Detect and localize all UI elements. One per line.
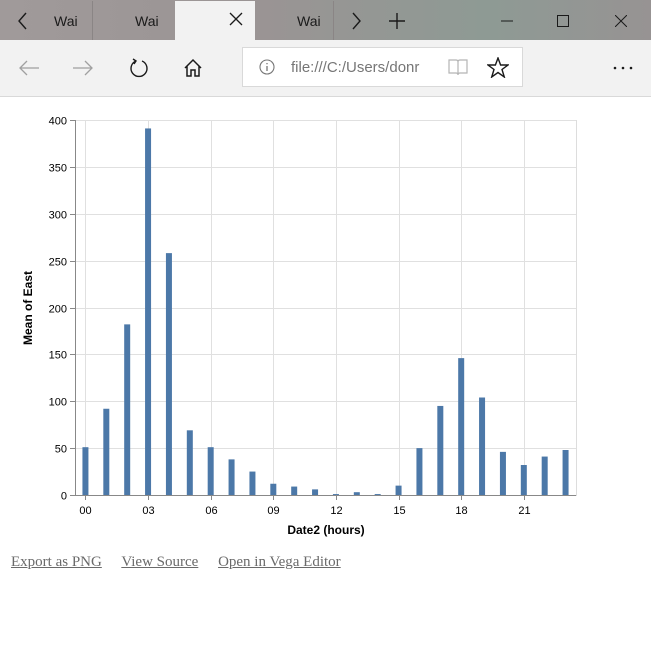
bars (82, 128, 569, 495)
address-bar[interactable]: file:///C:/Users/donr (242, 47, 523, 87)
more-dots-icon (613, 66, 633, 70)
close-window-button[interactable] (598, 1, 644, 40)
tab-2[interactable]: Wai (94, 1, 174, 40)
x-tick-label: 12 (330, 505, 342, 517)
plus-icon (389, 12, 405, 29)
forward-arrow-icon (73, 60, 93, 76)
title-bar: Wai Wai Wai (0, 0, 651, 40)
back-arrow-icon (19, 60, 39, 76)
y-tick-label: 300 (49, 210, 67, 222)
y-tick-label: 100 (49, 397, 67, 409)
navigation-bar: file:///C:/Users/donr (0, 40, 651, 97)
tab-scroll-right-button[interactable] (342, 1, 372, 40)
forward-button[interactable] (66, 40, 100, 96)
tab-label: Wai (54, 12, 78, 29)
bar (541, 456, 548, 495)
y-tick-label: 250 (49, 257, 67, 269)
bar (165, 253, 172, 495)
favorite-star-icon[interactable] (485, 55, 511, 83)
y-tick-label: 150 (49, 350, 67, 362)
maximize-button[interactable] (540, 1, 586, 40)
minimize-button[interactable] (484, 1, 530, 40)
chevron-right-icon (352, 12, 361, 29)
bar (312, 489, 319, 495)
bar (374, 494, 381, 495)
refresh-button[interactable] (122, 40, 156, 96)
y-tick-label: 50 (55, 444, 67, 456)
bar (82, 447, 89, 495)
bar (145, 128, 152, 495)
bar (499, 451, 506, 495)
y-tick-label: 0 (61, 491, 67, 503)
bar (207, 447, 214, 495)
tab-label: Wai (135, 12, 159, 29)
back-button[interactable] (12, 40, 46, 96)
x-tick-label: 18 (455, 505, 467, 517)
x-tick-label: 00 (79, 505, 91, 517)
x-tick-label: 15 (393, 505, 405, 517)
bar (291, 486, 298, 495)
vega-actions: Export as PNG View Source Open in Vega E… (11, 554, 357, 571)
bar (416, 448, 423, 495)
y-axis-title: Mean of East (21, 271, 35, 345)
close-icon (615, 14, 627, 27)
bar (124, 324, 131, 495)
close-tab-icon[interactable] (229, 12, 243, 29)
y-tick-label: 350 (49, 163, 67, 175)
tab-1[interactable]: Wai (44, 1, 93, 40)
x-tick-label: 09 (267, 505, 279, 517)
tab-4[interactable]: Wai (256, 1, 334, 40)
site-info-icon[interactable] (259, 59, 275, 80)
bar (353, 492, 360, 495)
home-icon (184, 58, 202, 77)
x-tick-label: 21 (518, 505, 530, 517)
export-png-link[interactable]: Export as PNG (11, 554, 102, 570)
x-tick-label: 06 (205, 505, 217, 517)
y-tick-label: 400 (49, 116, 67, 128)
y-tick-label: 200 (49, 304, 67, 316)
bar (228, 459, 235, 495)
bar (479, 397, 486, 495)
home-button[interactable] (176, 40, 210, 96)
x-tick-label: 03 (142, 505, 154, 517)
x-axis-title: Date2 (hours) (287, 523, 364, 537)
bar-chart: 0 50 100 150 200 250 300 350 400 00 03 06 09 12 15 18 21… (21, 116, 577, 537)
bar (458, 358, 465, 495)
url-text: file:///C:/Users/donr (291, 59, 420, 76)
bar (103, 408, 110, 495)
more-menu-button[interactable] (606, 40, 640, 96)
bar (186, 430, 193, 495)
axes: 0 50 100 150 200 250 300 350 400 00 03 06 09 12 15 18 21 (49, 116, 576, 517)
reading-view-icon[interactable] (448, 58, 468, 81)
tab-label: Wai (297, 12, 321, 29)
minimize-icon (501, 20, 513, 21)
open-vega-editor-link[interactable]: Open in Vega Editor (218, 554, 341, 570)
tab-scroll-left-button[interactable] (0, 1, 44, 40)
refresh-icon (130, 58, 148, 78)
bar (270, 483, 277, 495)
bar (437, 405, 444, 495)
bar (395, 485, 402, 495)
bar (332, 494, 339, 495)
bar (249, 471, 256, 495)
view-source-link[interactable]: View Source (121, 554, 199, 570)
bar (520, 465, 527, 495)
new-tab-button[interactable] (382, 1, 412, 40)
chevron-left-icon (18, 12, 27, 29)
tab-active[interactable] (175, 1, 255, 40)
maximize-icon (557, 14, 569, 27)
page-content (0, 97, 651, 656)
bar (562, 450, 569, 495)
